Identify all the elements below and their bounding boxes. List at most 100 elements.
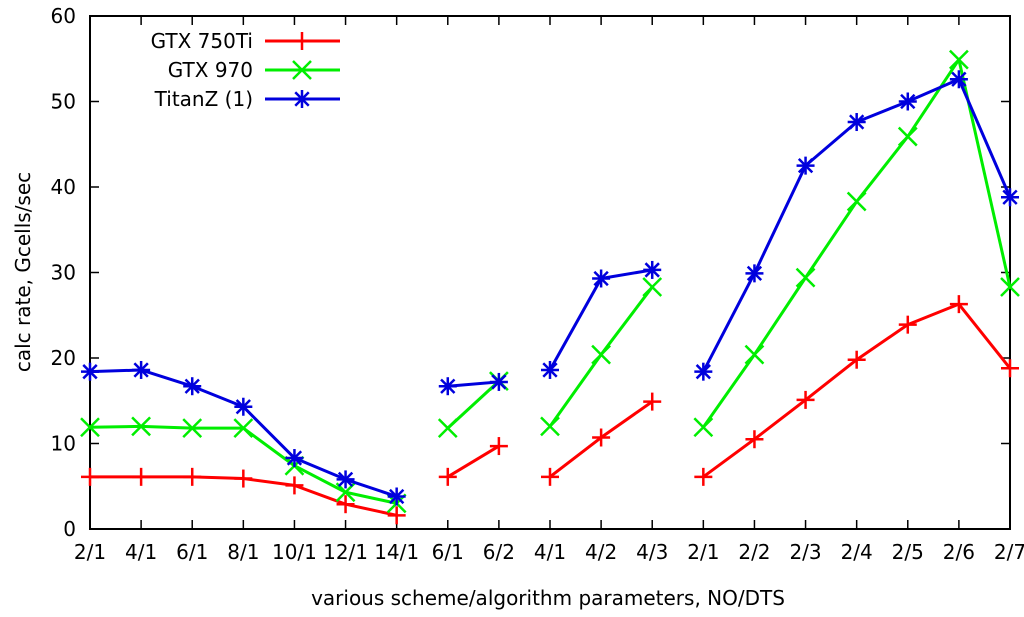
data-point bbox=[234, 397, 253, 416]
marker-stroke bbox=[744, 344, 765, 365]
y-tick-label: 50 bbox=[51, 90, 76, 114]
x-tick-label: 6/2 bbox=[483, 540, 515, 564]
marker-stroke bbox=[80, 417, 100, 438]
data-point bbox=[437, 418, 458, 438]
marker-stroke bbox=[337, 471, 354, 488]
data-point bbox=[744, 344, 765, 365]
marker-stroke bbox=[746, 265, 763, 281]
marker-stroke bbox=[846, 191, 867, 212]
data-point bbox=[387, 506, 406, 525]
data-point bbox=[694, 362, 713, 381]
data-point bbox=[592, 269, 611, 288]
data-point bbox=[1000, 277, 1020, 297]
data-point bbox=[745, 430, 764, 449]
data-point bbox=[592, 428, 611, 447]
marker-stroke bbox=[542, 362, 558, 378]
x-tick-label: 4/1 bbox=[125, 540, 157, 564]
marker-stroke bbox=[292, 60, 312, 80]
data-point bbox=[438, 377, 457, 396]
data-point bbox=[949, 49, 969, 70]
data-point bbox=[898, 92, 917, 111]
x-tick-label: 2/6 bbox=[943, 540, 975, 564]
axes-layer: 0 10 20 30 40 50 60 2/1 4/1 6/1 8/1 10/1 12/1 14/1 6/1… bbox=[51, 4, 1024, 564]
marker-stroke bbox=[644, 262, 660, 278]
data-point bbox=[131, 416, 151, 437]
data-point bbox=[233, 418, 254, 438]
y-axis-label: calc rate, Gcells/sec bbox=[11, 172, 35, 372]
legend: GTX 750Ti GTX 970 TitanZ (1) bbox=[151, 29, 340, 111]
legend-label: GTX 750Ti bbox=[151, 29, 253, 53]
marker-stroke bbox=[897, 126, 918, 147]
x-tick-label: 2/1 bbox=[687, 540, 719, 564]
x-tick-label: 12/1 bbox=[323, 540, 368, 564]
y-tick-label: 40 bbox=[51, 175, 76, 199]
data-point bbox=[183, 467, 202, 486]
data-point bbox=[336, 495, 355, 514]
marker-stroke bbox=[82, 364, 98, 380]
data-point bbox=[643, 392, 662, 411]
marker-stroke bbox=[900, 93, 916, 110]
data-point bbox=[591, 344, 611, 365]
data-point bbox=[80, 417, 100, 438]
marker-stroke bbox=[286, 450, 303, 466]
x-tick-label: 8/1 bbox=[227, 540, 259, 564]
data-point bbox=[234, 469, 253, 488]
marker-stroke bbox=[389, 488, 405, 505]
series-line bbox=[89, 424, 397, 505]
marker-stroke bbox=[294, 91, 310, 107]
y-tick-label: 10 bbox=[51, 432, 76, 456]
series-line bbox=[702, 302, 1012, 479]
x-tick-label: 10/1 bbox=[272, 540, 317, 564]
marker-stroke bbox=[491, 374, 507, 390]
data-point bbox=[795, 267, 816, 288]
data-point bbox=[336, 470, 355, 489]
marker-stroke bbox=[642, 277, 663, 297]
data-point bbox=[796, 156, 815, 175]
series-line bbox=[447, 444, 500, 479]
data-point bbox=[847, 113, 866, 132]
x-tick-label: 2/2 bbox=[738, 540, 770, 564]
marker-stroke bbox=[693, 417, 714, 438]
x-tick-label: 14/1 bbox=[374, 540, 419, 564]
data-point bbox=[897, 126, 918, 147]
legend-label: GTX 970 bbox=[168, 58, 253, 82]
data-point bbox=[643, 260, 662, 279]
legend-entry: GTX 750Ti bbox=[151, 29, 340, 53]
x-tick-label: 6/1 bbox=[432, 540, 464, 564]
marker-stroke bbox=[182, 418, 203, 438]
series-gtx-750ti bbox=[81, 295, 1019, 525]
data-point bbox=[285, 449, 304, 468]
x-axis-label: various scheme/algorithm parameters, NO/… bbox=[311, 586, 785, 610]
series-line bbox=[548, 286, 654, 428]
data-point bbox=[81, 362, 99, 381]
marker-stroke bbox=[949, 49, 969, 70]
data-point bbox=[846, 191, 867, 212]
data-point bbox=[489, 372, 508, 391]
marker-stroke bbox=[440, 378, 456, 394]
data-point bbox=[540, 416, 560, 437]
marker-stroke bbox=[591, 344, 611, 365]
data-point bbox=[489, 437, 508, 456]
data-point bbox=[132, 467, 151, 486]
data-point bbox=[847, 350, 866, 369]
x-tick-label: 6/1 bbox=[176, 540, 208, 564]
legend-marker bbox=[292, 60, 312, 80]
marker-stroke bbox=[797, 157, 814, 174]
y-tick-label: 0 bbox=[63, 517, 76, 541]
legend-marker bbox=[293, 90, 311, 108]
data-point bbox=[642, 277, 663, 297]
marker-stroke bbox=[131, 416, 151, 437]
marker-stroke bbox=[849, 114, 865, 130]
legend-label: TitanZ (1) bbox=[154, 87, 253, 111]
x-tick-label: 2/7 bbox=[994, 540, 1024, 564]
data-point bbox=[949, 295, 968, 314]
marker-stroke bbox=[233, 418, 254, 438]
data-point bbox=[898, 315, 917, 334]
x-tick-label: 4/3 bbox=[636, 540, 668, 564]
x-tick-label: 2/1 bbox=[74, 540, 106, 564]
data-point bbox=[949, 70, 968, 89]
data-layer bbox=[80, 49, 1020, 525]
legend-marker bbox=[293, 32, 311, 50]
